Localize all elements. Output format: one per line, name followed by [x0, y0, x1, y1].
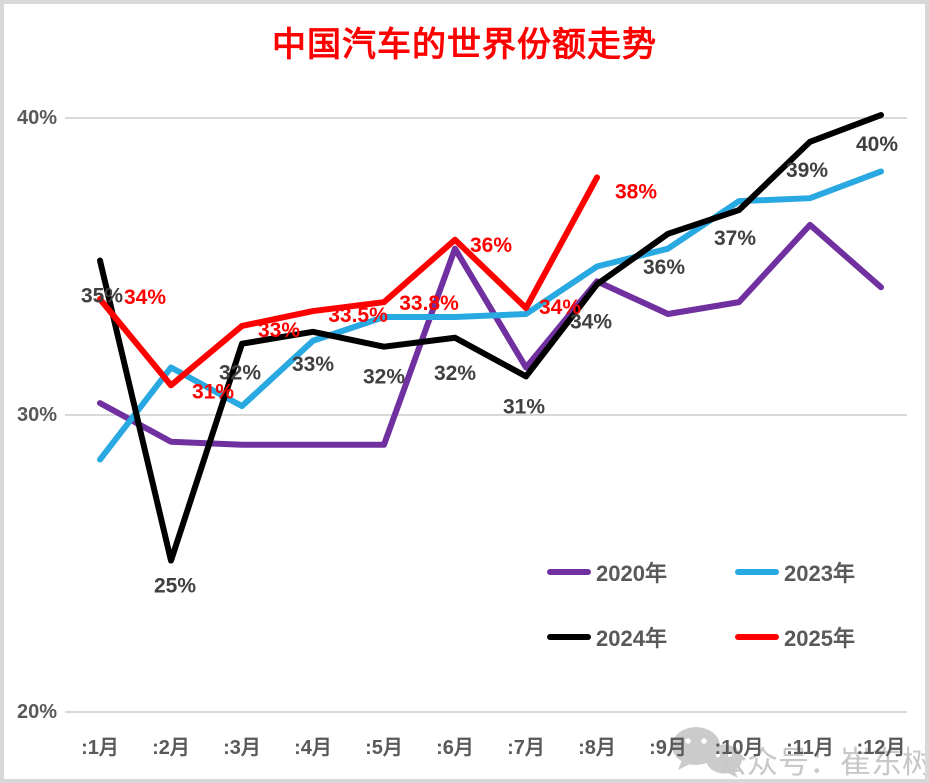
legend-item-2024: 2024年 — [547, 625, 667, 651]
legend-label-2025: 2025年 — [784, 626, 855, 651]
x-axis-tick-m10: :10月 — [714, 737, 764, 759]
data-label-2025-m3: 33% — [258, 319, 300, 342]
series-line-2024 — [97, 112, 884, 564]
x-axis-tick-m2: :2月 — [152, 737, 190, 759]
data-label-2025-m8: 38% — [615, 180, 657, 203]
legend-item-2025: 2025年 — [735, 625, 855, 651]
legend-swatch-2023 — [735, 569, 779, 575]
data-label-2024-m7: 31% — [503, 395, 545, 418]
data-label-2024-m12: 40% — [856, 133, 898, 156]
x-axis-tick-m11: :11月 — [786, 737, 834, 759]
y-axis-tick-20: 20% — [16, 701, 57, 723]
legend-swatch-2020 — [547, 569, 591, 575]
legend-swatch-2025 — [735, 634, 779, 640]
data-label-2024-m6: 32% — [434, 362, 476, 385]
chart-title: 中国汽车的世界份额走势 — [272, 26, 657, 64]
data-label-2024-m10: 37% — [714, 227, 756, 250]
wechat-icon — [672, 727, 742, 778]
series-line-2020 — [97, 221, 884, 448]
legend-item-2023: 2023年 — [735, 560, 855, 586]
data-label-2024-m2: 25% — [154, 575, 196, 598]
x-axis-tick-m1: :1月 — [81, 737, 119, 759]
data-label-2025-m5: 33.8% — [399, 292, 459, 315]
legend-label-2023: 2023年 — [784, 561, 855, 586]
legend-label-2020: 2020年 — [596, 561, 667, 586]
legend-swatch-2024 — [547, 634, 591, 640]
x-axis-tick-m8: :8月 — [578, 737, 616, 759]
data-label-2025-m1: 34% — [124, 286, 166, 309]
data-label-2025-m6: 36% — [470, 234, 512, 257]
data-label-2024-m5: 32% — [363, 366, 405, 389]
x-axis-tick-m12: :12月 — [856, 737, 906, 759]
x-axis-tick-m4: :4月 — [294, 737, 332, 759]
data-label-2025-m7: 34% — [539, 296, 581, 319]
legend-item-2020: 2020年 — [547, 560, 667, 586]
data-label-2025-m4: 33.5% — [328, 304, 388, 327]
legend-label-2024: 2024年 — [596, 626, 667, 651]
x-axis-tick-m9: :9月 — [649, 737, 687, 759]
data-label-2024-m1: 35% — [81, 285, 123, 308]
data-label-2024-m8: 34% — [570, 310, 612, 333]
y-axis-tick-30: 30% — [16, 404, 57, 426]
data-label-2024-m9: 36% — [643, 256, 685, 279]
x-axis-tick-m6: :6月 — [436, 737, 474, 759]
x-axis-tick-m3: :3月 — [223, 737, 261, 759]
data-label-2024-m11: 39% — [786, 159, 828, 182]
x-axis-tick-m7: :7月 — [507, 737, 545, 759]
watermark-text: 公众号：崔东树 — [716, 745, 929, 780]
data-label-2025-m2: 31% — [192, 380, 234, 403]
x-axis-tick-m5: :5月 — [365, 737, 403, 759]
data-label-2024-m4: 33% — [292, 353, 334, 376]
data-label-2024-m3: 32% — [219, 362, 261, 385]
y-axis-tick-40: 40% — [16, 107, 57, 129]
series-line-2025 — [97, 174, 600, 389]
